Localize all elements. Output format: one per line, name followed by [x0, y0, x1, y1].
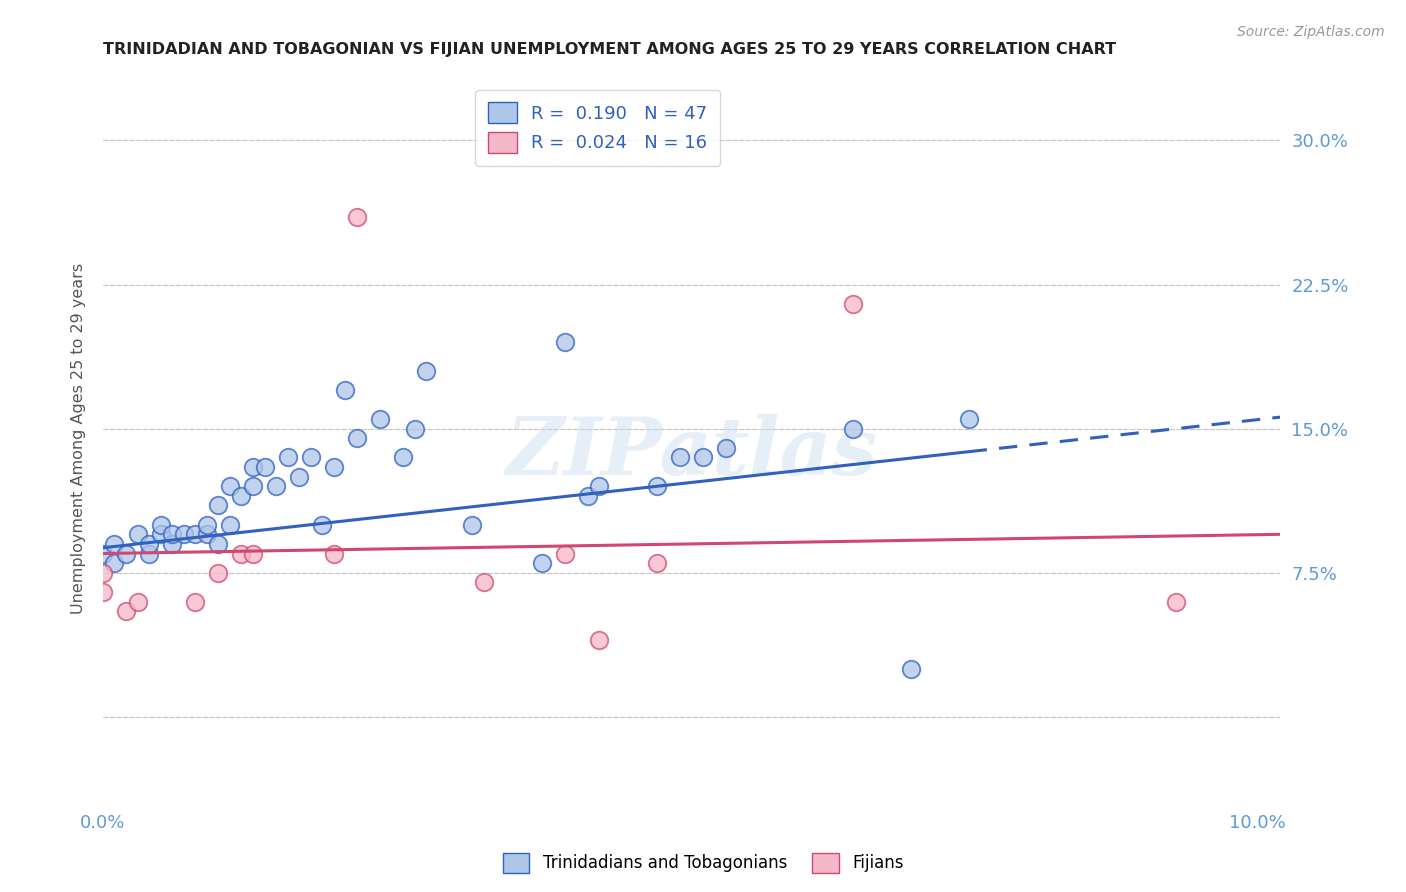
- Point: [645, 479, 668, 493]
- Point: [311, 517, 333, 532]
- Point: [277, 450, 299, 465]
- Point: [149, 527, 172, 541]
- Point: [219, 517, 242, 532]
- Point: [115, 547, 138, 561]
- Point: [669, 450, 692, 465]
- Point: [160, 527, 183, 541]
- Point: [231, 547, 253, 561]
- Point: [115, 604, 138, 618]
- Point: [184, 594, 207, 608]
- Point: [368, 412, 391, 426]
- Point: [645, 556, 668, 570]
- Point: [264, 479, 287, 493]
- Point: [1166, 594, 1188, 608]
- Point: [472, 575, 495, 590]
- Point: [346, 211, 368, 225]
- Point: [195, 527, 218, 541]
- Point: [322, 460, 344, 475]
- Point: [160, 537, 183, 551]
- Point: [900, 662, 922, 676]
- Point: [253, 460, 276, 475]
- Point: [530, 556, 553, 570]
- Legend: Trinidadians and Tobagonians, Fijians: Trinidadians and Tobagonians, Fijians: [496, 847, 910, 880]
- Point: [184, 527, 207, 541]
- Point: [299, 450, 322, 465]
- Point: [173, 527, 195, 541]
- Point: [415, 364, 437, 378]
- Point: [842, 422, 865, 436]
- Point: [461, 517, 484, 532]
- Point: [554, 335, 576, 350]
- Point: [138, 537, 160, 551]
- Point: [576, 489, 599, 503]
- Point: [103, 556, 125, 570]
- Y-axis label: Unemployment Among Ages 25 to 29 years: Unemployment Among Ages 25 to 29 years: [72, 262, 86, 614]
- Point: [842, 297, 865, 311]
- Point: [127, 594, 149, 608]
- Legend: R =  0.190   N = 47, R =  0.024   N = 16: R = 0.190 N = 47, R = 0.024 N = 16: [475, 89, 720, 166]
- Point: [207, 566, 229, 580]
- Point: [588, 479, 610, 493]
- Point: [242, 460, 264, 475]
- Point: [219, 479, 242, 493]
- Point: [346, 431, 368, 445]
- Point: [103, 537, 125, 551]
- Point: [91, 566, 114, 580]
- Point: [242, 547, 264, 561]
- Text: Source: ZipAtlas.com: Source: ZipAtlas.com: [1237, 25, 1385, 39]
- Point: [231, 489, 253, 503]
- Point: [554, 547, 576, 561]
- Point: [138, 547, 160, 561]
- Point: [91, 547, 114, 561]
- Point: [957, 412, 980, 426]
- Point: [288, 469, 311, 483]
- Point: [91, 585, 114, 599]
- Point: [716, 441, 738, 455]
- Text: ZIPatlas: ZIPatlas: [506, 414, 877, 491]
- Point: [335, 383, 357, 397]
- Point: [242, 479, 264, 493]
- Text: TRINIDADIAN AND TOBAGONIAN VS FIJIAN UNEMPLOYMENT AMONG AGES 25 TO 29 YEARS CORR: TRINIDADIAN AND TOBAGONIAN VS FIJIAN UNE…: [103, 42, 1116, 57]
- Point: [127, 527, 149, 541]
- Point: [692, 450, 714, 465]
- Point: [404, 422, 426, 436]
- Point: [207, 537, 229, 551]
- Point: [392, 450, 415, 465]
- Point: [322, 547, 344, 561]
- Point: [195, 517, 218, 532]
- Point: [588, 632, 610, 647]
- Point: [149, 517, 172, 532]
- Point: [207, 499, 229, 513]
